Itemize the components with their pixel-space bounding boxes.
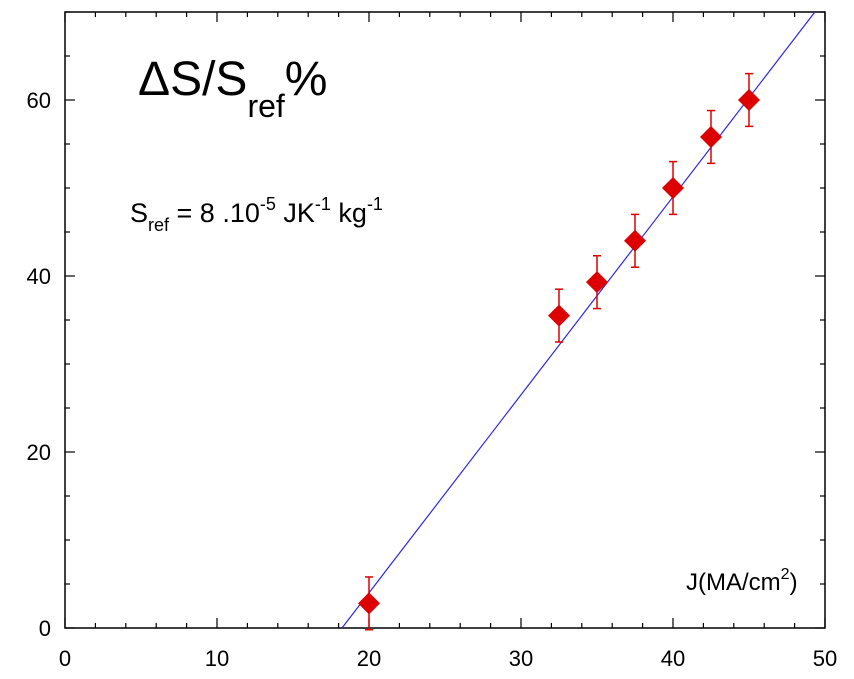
y-tick-label: 0 [39,616,51,641]
axis-ticks [64,11,826,629]
subtitle-exp3: -1 [367,194,383,214]
axis-tick-labels: 0 10 20 30 40 50 0 20 40 60 [27,88,838,671]
data-point [700,109,722,165]
diamond-marker [662,177,684,199]
x-tick-label: 40 [661,646,685,671]
y-tick-label: 60 [27,88,51,113]
data-point [738,72,760,128]
title-subscript: ref [247,88,284,124]
x-axis-label: J(MA/cm2) [686,566,798,596]
subtitle-unit1: JK [276,198,315,228]
x-tick-label: 10 [205,646,229,671]
data-point [586,255,608,310]
x-tick-label: 20 [357,646,381,671]
xlabel-text: J(MA/cm [686,569,781,596]
diamond-marker [700,125,722,148]
chart-title: ΔS/Sref% [138,53,327,124]
subtitle-eq: = 8 .10 [169,198,260,228]
diamond-marker [624,229,646,252]
fit-line [341,11,816,629]
subtitle-unit2: kg [331,198,367,228]
subtitle-s: S [130,198,148,228]
diamond-marker [358,592,380,615]
data-point [624,213,646,268]
diamond-marker [586,271,608,294]
diamond-marker [738,89,760,111]
subtitle-exp2: -1 [315,194,331,214]
title-suffix: % [285,53,328,106]
fit-line-group [341,11,816,629]
x-tick-label: 50 [813,646,837,671]
data-point [662,160,684,216]
y-tick-label: 20 [27,440,51,465]
xlabel-close: ) [790,569,798,596]
subtitle-exp1: -5 [260,194,276,214]
chart-subtitle: Sref = 8 .10-5 JK-1 kg-1 [130,194,383,235]
title-main: ΔS/S [138,53,247,106]
data-point [548,288,570,343]
xlabel-sup: 2 [781,566,790,583]
data-points [358,72,760,631]
data-point [358,576,380,631]
subtitle-s-sub: ref [148,215,170,235]
y-tick-label: 40 [27,264,51,289]
diamond-marker [548,304,570,327]
x-tick-label: 30 [509,646,533,671]
x-tick-label: 0 [59,646,71,671]
